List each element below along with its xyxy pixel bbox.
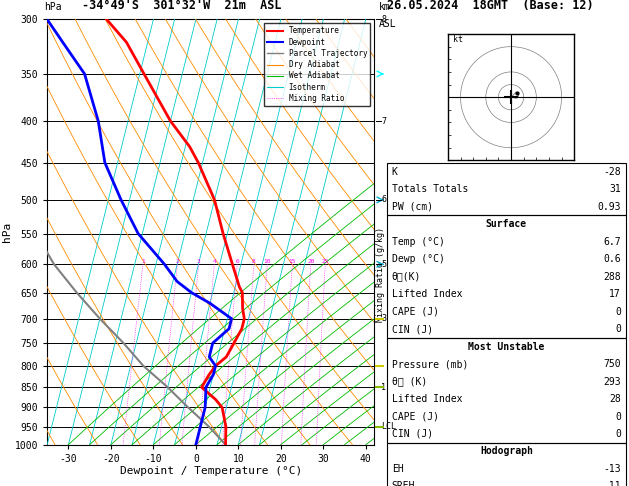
Text: Temp (°C): Temp (°C) <box>392 237 445 246</box>
Text: 288: 288 <box>603 272 621 281</box>
Text: 25: 25 <box>321 259 329 264</box>
Text: Lifted Index: Lifted Index <box>392 394 462 404</box>
Text: 20: 20 <box>307 259 314 264</box>
X-axis label: Dewpoint / Temperature (°C): Dewpoint / Temperature (°C) <box>120 467 302 476</box>
Text: km: km <box>379 2 391 12</box>
Text: Surface: Surface <box>486 219 527 229</box>
Text: hPa: hPa <box>44 2 62 12</box>
Text: 4: 4 <box>213 259 216 264</box>
Text: 15: 15 <box>289 259 296 264</box>
Text: 0.93: 0.93 <box>598 202 621 211</box>
Text: 1: 1 <box>141 259 145 264</box>
Text: 1: 1 <box>381 383 386 392</box>
Text: 5: 5 <box>381 260 386 269</box>
Text: 293: 293 <box>603 377 621 386</box>
Text: 0: 0 <box>615 324 621 334</box>
Text: SREH: SREH <box>392 482 415 486</box>
Text: 10: 10 <box>264 259 271 264</box>
Text: ASL: ASL <box>379 19 396 30</box>
Text: Hodograph: Hodograph <box>480 447 533 456</box>
Text: -11: -11 <box>603 482 621 486</box>
Text: Mixing Ratio (g/kg): Mixing Ratio (g/kg) <box>376 227 385 322</box>
Y-axis label: hPa: hPa <box>2 222 12 242</box>
Text: CIN (J): CIN (J) <box>392 324 433 334</box>
Text: 3: 3 <box>197 259 201 264</box>
Text: 0.6: 0.6 <box>603 254 621 264</box>
Text: 7: 7 <box>381 117 386 125</box>
Text: 17: 17 <box>609 289 621 299</box>
Text: 750: 750 <box>603 359 621 369</box>
Text: 6: 6 <box>235 259 239 264</box>
Text: 0: 0 <box>615 307 621 316</box>
Text: 8: 8 <box>252 259 256 264</box>
Text: 2: 2 <box>175 259 179 264</box>
Text: EH: EH <box>392 464 404 474</box>
Text: 28: 28 <box>609 394 621 404</box>
Text: θᴇ(K): θᴇ(K) <box>392 272 421 281</box>
Text: CIN (J): CIN (J) <box>392 429 433 439</box>
Text: Dewp (°C): Dewp (°C) <box>392 254 445 264</box>
Text: Most Unstable: Most Unstable <box>468 342 545 351</box>
Text: K: K <box>392 167 398 176</box>
Legend: Temperature, Dewpoint, Parcel Trajectory, Dry Adiabat, Wet Adiabat, Isotherm, Mi: Temperature, Dewpoint, Parcel Trajectory… <box>264 23 370 106</box>
Text: CAPE (J): CAPE (J) <box>392 412 439 421</box>
Text: 3: 3 <box>381 314 386 323</box>
Text: Lifted Index: Lifted Index <box>392 289 462 299</box>
Text: 0: 0 <box>615 429 621 439</box>
Text: 8: 8 <box>381 15 386 24</box>
Text: -13: -13 <box>603 464 621 474</box>
Text: -34°49'S  301°32'W  21m  ASL: -34°49'S 301°32'W 21m ASL <box>82 0 281 12</box>
Text: kt: kt <box>453 35 463 44</box>
Text: LCL: LCL <box>381 422 396 431</box>
Text: 6: 6 <box>381 195 386 205</box>
Text: 31: 31 <box>609 184 621 194</box>
Text: 6.7: 6.7 <box>603 237 621 246</box>
Text: CAPE (J): CAPE (J) <box>392 307 439 316</box>
Text: 26.05.2024  18GMT  (Base: 12): 26.05.2024 18GMT (Base: 12) <box>387 0 593 12</box>
Text: Pressure (mb): Pressure (mb) <box>392 359 468 369</box>
Text: 0: 0 <box>615 412 621 421</box>
Text: Totals Totals: Totals Totals <box>392 184 468 194</box>
Text: PW (cm): PW (cm) <box>392 202 433 211</box>
Text: θᴇ (K): θᴇ (K) <box>392 377 427 386</box>
Text: -28: -28 <box>603 167 621 176</box>
